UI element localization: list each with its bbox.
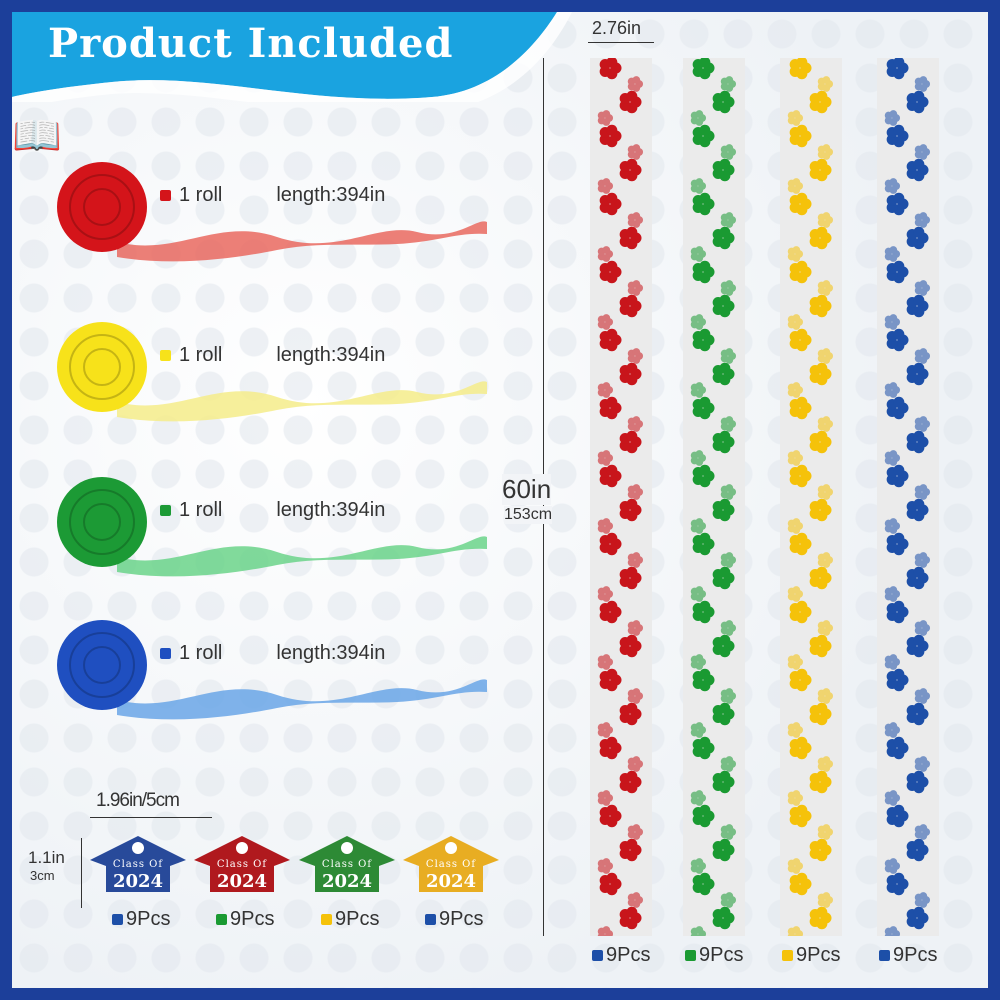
- width-dimension-line: [588, 42, 654, 43]
- roll-quantity: 1 roll: [179, 642, 223, 664]
- tag-width-label: 1.96in/5cm: [96, 790, 180, 811]
- tag-text-class-of: Class Of: [426, 859, 476, 870]
- color-square: [685, 950, 696, 961]
- header-title: Product Included: [48, 20, 454, 67]
- strip-length-cm-label: 153cm: [504, 506, 553, 524]
- roll-length: length:394in: [276, 344, 386, 366]
- strip-length-label: 60in: [502, 474, 552, 505]
- graduation-cap-tag: Class Of 2024: [194, 836, 290, 892]
- tag-height-cm-label: 3cm: [30, 868, 55, 883]
- roll-length: length:394in: [276, 184, 386, 206]
- color-square: [879, 950, 890, 961]
- graduation-cap-tag: Class Of 2024: [90, 836, 186, 892]
- tag-count: 9Pcs: [321, 908, 379, 931]
- header-banner: [12, 12, 572, 102]
- color-square: [160, 648, 171, 659]
- roll-legend: 1 roll length:394in: [160, 344, 385, 367]
- roll-quantity: 1 roll: [179, 344, 223, 366]
- tag-text-year: 2024: [217, 871, 267, 892]
- color-square: [160, 350, 171, 361]
- color-square: [160, 505, 171, 516]
- tag-text-class-of: Class Of: [113, 859, 163, 870]
- roll-legend: 1 roll length:394in: [160, 184, 385, 207]
- tag-text-year: 2024: [426, 871, 476, 892]
- tag-text-year: 2024: [113, 871, 163, 892]
- tag-count: 9Pcs: [112, 908, 170, 931]
- hibiscus-banner-strip: [877, 56, 939, 942]
- book-icon: 📖: [12, 114, 62, 158]
- tag-width-line: [90, 817, 212, 818]
- strip-width-label: 2.76in: [592, 18, 642, 38]
- tag-height-label: 1.1in: [28, 848, 65, 867]
- strip-count: 9Pcs: [879, 944, 937, 967]
- ribbon-roll: [57, 477, 487, 577]
- tag-text-class-of: Class Of: [322, 859, 372, 870]
- graduation-cap-tag: Class Of 2024: [299, 836, 395, 892]
- color-square: [592, 950, 603, 961]
- color-square: [321, 914, 332, 925]
- hibiscus-banner-strip: [590, 56, 652, 942]
- color-square: [216, 914, 227, 925]
- graduation-cap-tag: Class Of 2024: [403, 836, 499, 892]
- ribbon-roll: [57, 620, 487, 720]
- tag-count: 9Pcs: [425, 908, 483, 931]
- hibiscus-banner-strip: [683, 56, 745, 942]
- tag-text-class-of: Class Of: [217, 859, 267, 870]
- roll-quantity: 1 roll: [179, 499, 223, 521]
- ribbon-roll: [57, 162, 487, 262]
- strip-count: 9Pcs: [592, 944, 650, 967]
- roll-quantity: 1 roll: [179, 184, 223, 206]
- color-square: [160, 190, 171, 201]
- strip-count: 9Pcs: [685, 944, 743, 967]
- tag-count: 9Pcs: [216, 908, 274, 931]
- tag-text-year: 2024: [322, 871, 372, 892]
- strip-count: 9Pcs: [782, 944, 840, 967]
- color-square: [425, 914, 436, 925]
- product-image: Product Included 📖 1 roll length:394in 1…: [12, 12, 988, 988]
- roll-length: length:394in: [276, 499, 386, 521]
- hibiscus-banner-strip: [780, 56, 842, 942]
- roll-legend: 1 roll length:394in: [160, 642, 385, 665]
- ribbon-roll: [57, 322, 487, 422]
- color-square: [782, 950, 793, 961]
- roll-length: length:394in: [276, 642, 386, 664]
- roll-legend: 1 roll length:394in: [160, 499, 385, 522]
- color-square: [112, 914, 123, 925]
- tag-height-line: [81, 838, 82, 908]
